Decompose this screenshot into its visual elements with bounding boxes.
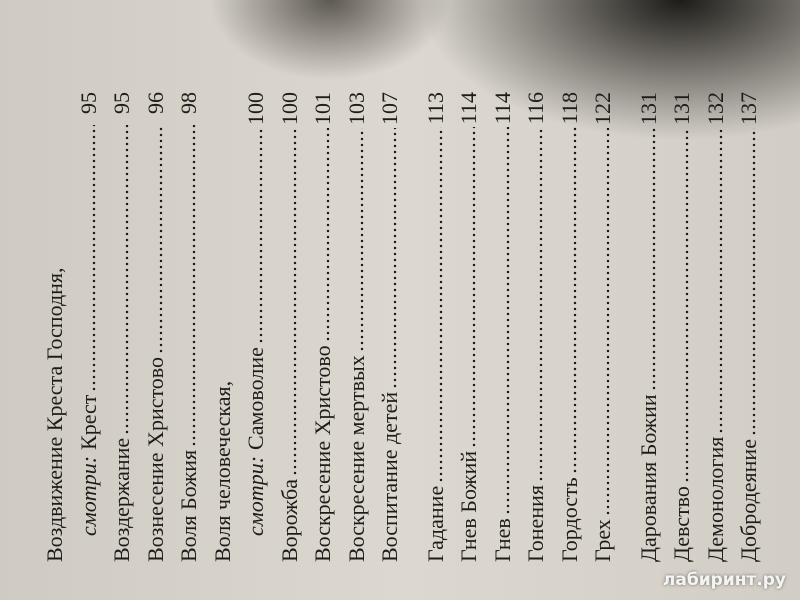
dot-leader	[125, 125, 129, 435]
entry-term: Грех	[590, 519, 615, 562]
page-number: 122	[590, 92, 615, 125]
page-number: 114	[456, 92, 481, 125]
page-number: 101	[310, 92, 335, 125]
see-label: смотри:	[75, 455, 101, 536]
entry-term: Дарования Божии	[635, 394, 661, 562]
page-number: 95	[109, 92, 134, 114]
index-entry: смотри: Крест 95	[76, 92, 110, 562]
entry-term: Воздвижение Креста Господня,	[42, 267, 67, 562]
index-entry: Ворожба 100	[277, 92, 311, 562]
entry-term: Воскресение мертвых	[343, 355, 369, 562]
dot-leader	[292, 128, 297, 476]
index-group: Дарования Божии 131 Девство 131 Демонология 1…	[636, 92, 770, 562]
entry-term: Вознесение Христово	[142, 356, 168, 562]
page-number: 131	[635, 92, 661, 125]
page-number: 107	[377, 92, 402, 125]
entry-term: Гонения	[523, 485, 548, 562]
index-entry: Гадание 113	[423, 92, 457, 562]
entry-term: Демонология	[702, 436, 728, 562]
page-number: 114	[489, 92, 515, 125]
dot-leader	[326, 128, 330, 343]
page-number: 100	[243, 92, 268, 125]
entry-term: Воздержание	[109, 437, 134, 562]
index-entry: Грех 122	[590, 92, 624, 562]
page-number: 98	[176, 92, 201, 114]
index-entry: Добродеяние 137	[736, 92, 770, 562]
entry-term: Гнев Божий	[456, 450, 481, 562]
see-label: смотри:	[243, 455, 268, 536]
entry-term: Гнев	[489, 518, 515, 562]
dot-leader	[259, 128, 263, 345]
dot-leader	[572, 127, 577, 475]
dot-leader	[685, 128, 689, 484]
dot-leader	[438, 127, 443, 483]
index-entry: Воля человеческая,	[210, 92, 244, 562]
entry-term: Добродеяние	[736, 439, 761, 562]
index-group: Воздвижение Креста Господня, смотри: Крест…	[42, 92, 411, 562]
dot-leader	[752, 128, 756, 437]
page-number: 100	[276, 92, 302, 125]
index-entry: Девство 131	[669, 92, 703, 562]
index-entry: Воздержание 95	[109, 92, 143, 562]
dot-leader	[472, 127, 476, 448]
page-number: 113	[422, 92, 448, 125]
entry-term: Ворожба	[276, 479, 302, 562]
dot-leader	[393, 128, 397, 389]
entry-term: Гадание	[422, 485, 448, 562]
page-number: 137	[736, 92, 761, 125]
dot-leader	[192, 125, 196, 447]
dot-leader	[651, 128, 656, 392]
index-entry: Воля Божия 98	[176, 92, 210, 562]
dot-leader	[505, 127, 510, 516]
page-number: 95	[75, 92, 101, 114]
index-entry: Воздвижение Креста Господня,	[42, 92, 76, 562]
dot-leader	[158, 125, 163, 354]
dot-leader	[359, 128, 364, 353]
index-entry: Гордость 118	[557, 92, 591, 562]
index-entry: Воскресение мертвых 103	[344, 92, 378, 562]
entry-term: Воскресение Христово	[310, 345, 335, 562]
entry-term: Гордость	[556, 477, 582, 562]
entry-term: Девство	[669, 486, 694, 562]
entry-term: Воля человеческая,	[209, 380, 235, 562]
page-number: 116	[523, 92, 548, 125]
entry-term: Самоволие	[243, 347, 268, 450]
index-entry: Гонения 116	[523, 92, 557, 562]
page-number: 96	[142, 92, 168, 114]
entry-term: Воспитание детей	[377, 391, 402, 562]
index-page: Воздвижение Креста Господня, смотри: Крест…	[42, 92, 800, 562]
index-group: Гадание 113 Гнев Божий 114 Гнев 114 Гонения 116…	[423, 92, 624, 562]
entry-term: Воля Божия	[176, 449, 201, 562]
page-number: 103	[343, 92, 369, 125]
index-entry: Демонология 132	[703, 92, 737, 562]
index-entry: Гнев 114	[490, 92, 524, 562]
index-entry: Дарования Божии 131	[636, 92, 670, 562]
entry-term: Крест	[75, 394, 101, 450]
index-entry: Воскресение Христово 101	[310, 92, 344, 562]
dot-leader	[718, 128, 723, 434]
index-entry: Вознесение Христово 96	[143, 92, 177, 562]
page-number: 118	[556, 92, 582, 125]
dot-leader	[606, 128, 610, 517]
dot-leader	[539, 127, 543, 482]
index-entry: смотри: Самоволие 100	[243, 92, 277, 562]
dot-leader	[91, 125, 96, 392]
page-number: 131	[669, 92, 694, 125]
watermark: лабиринт.ру	[662, 570, 786, 590]
page-number: 132	[702, 92, 728, 125]
index-entry: Гнев Божий 114	[456, 92, 490, 562]
index-entry: Воспитание детей 107	[377, 92, 411, 562]
